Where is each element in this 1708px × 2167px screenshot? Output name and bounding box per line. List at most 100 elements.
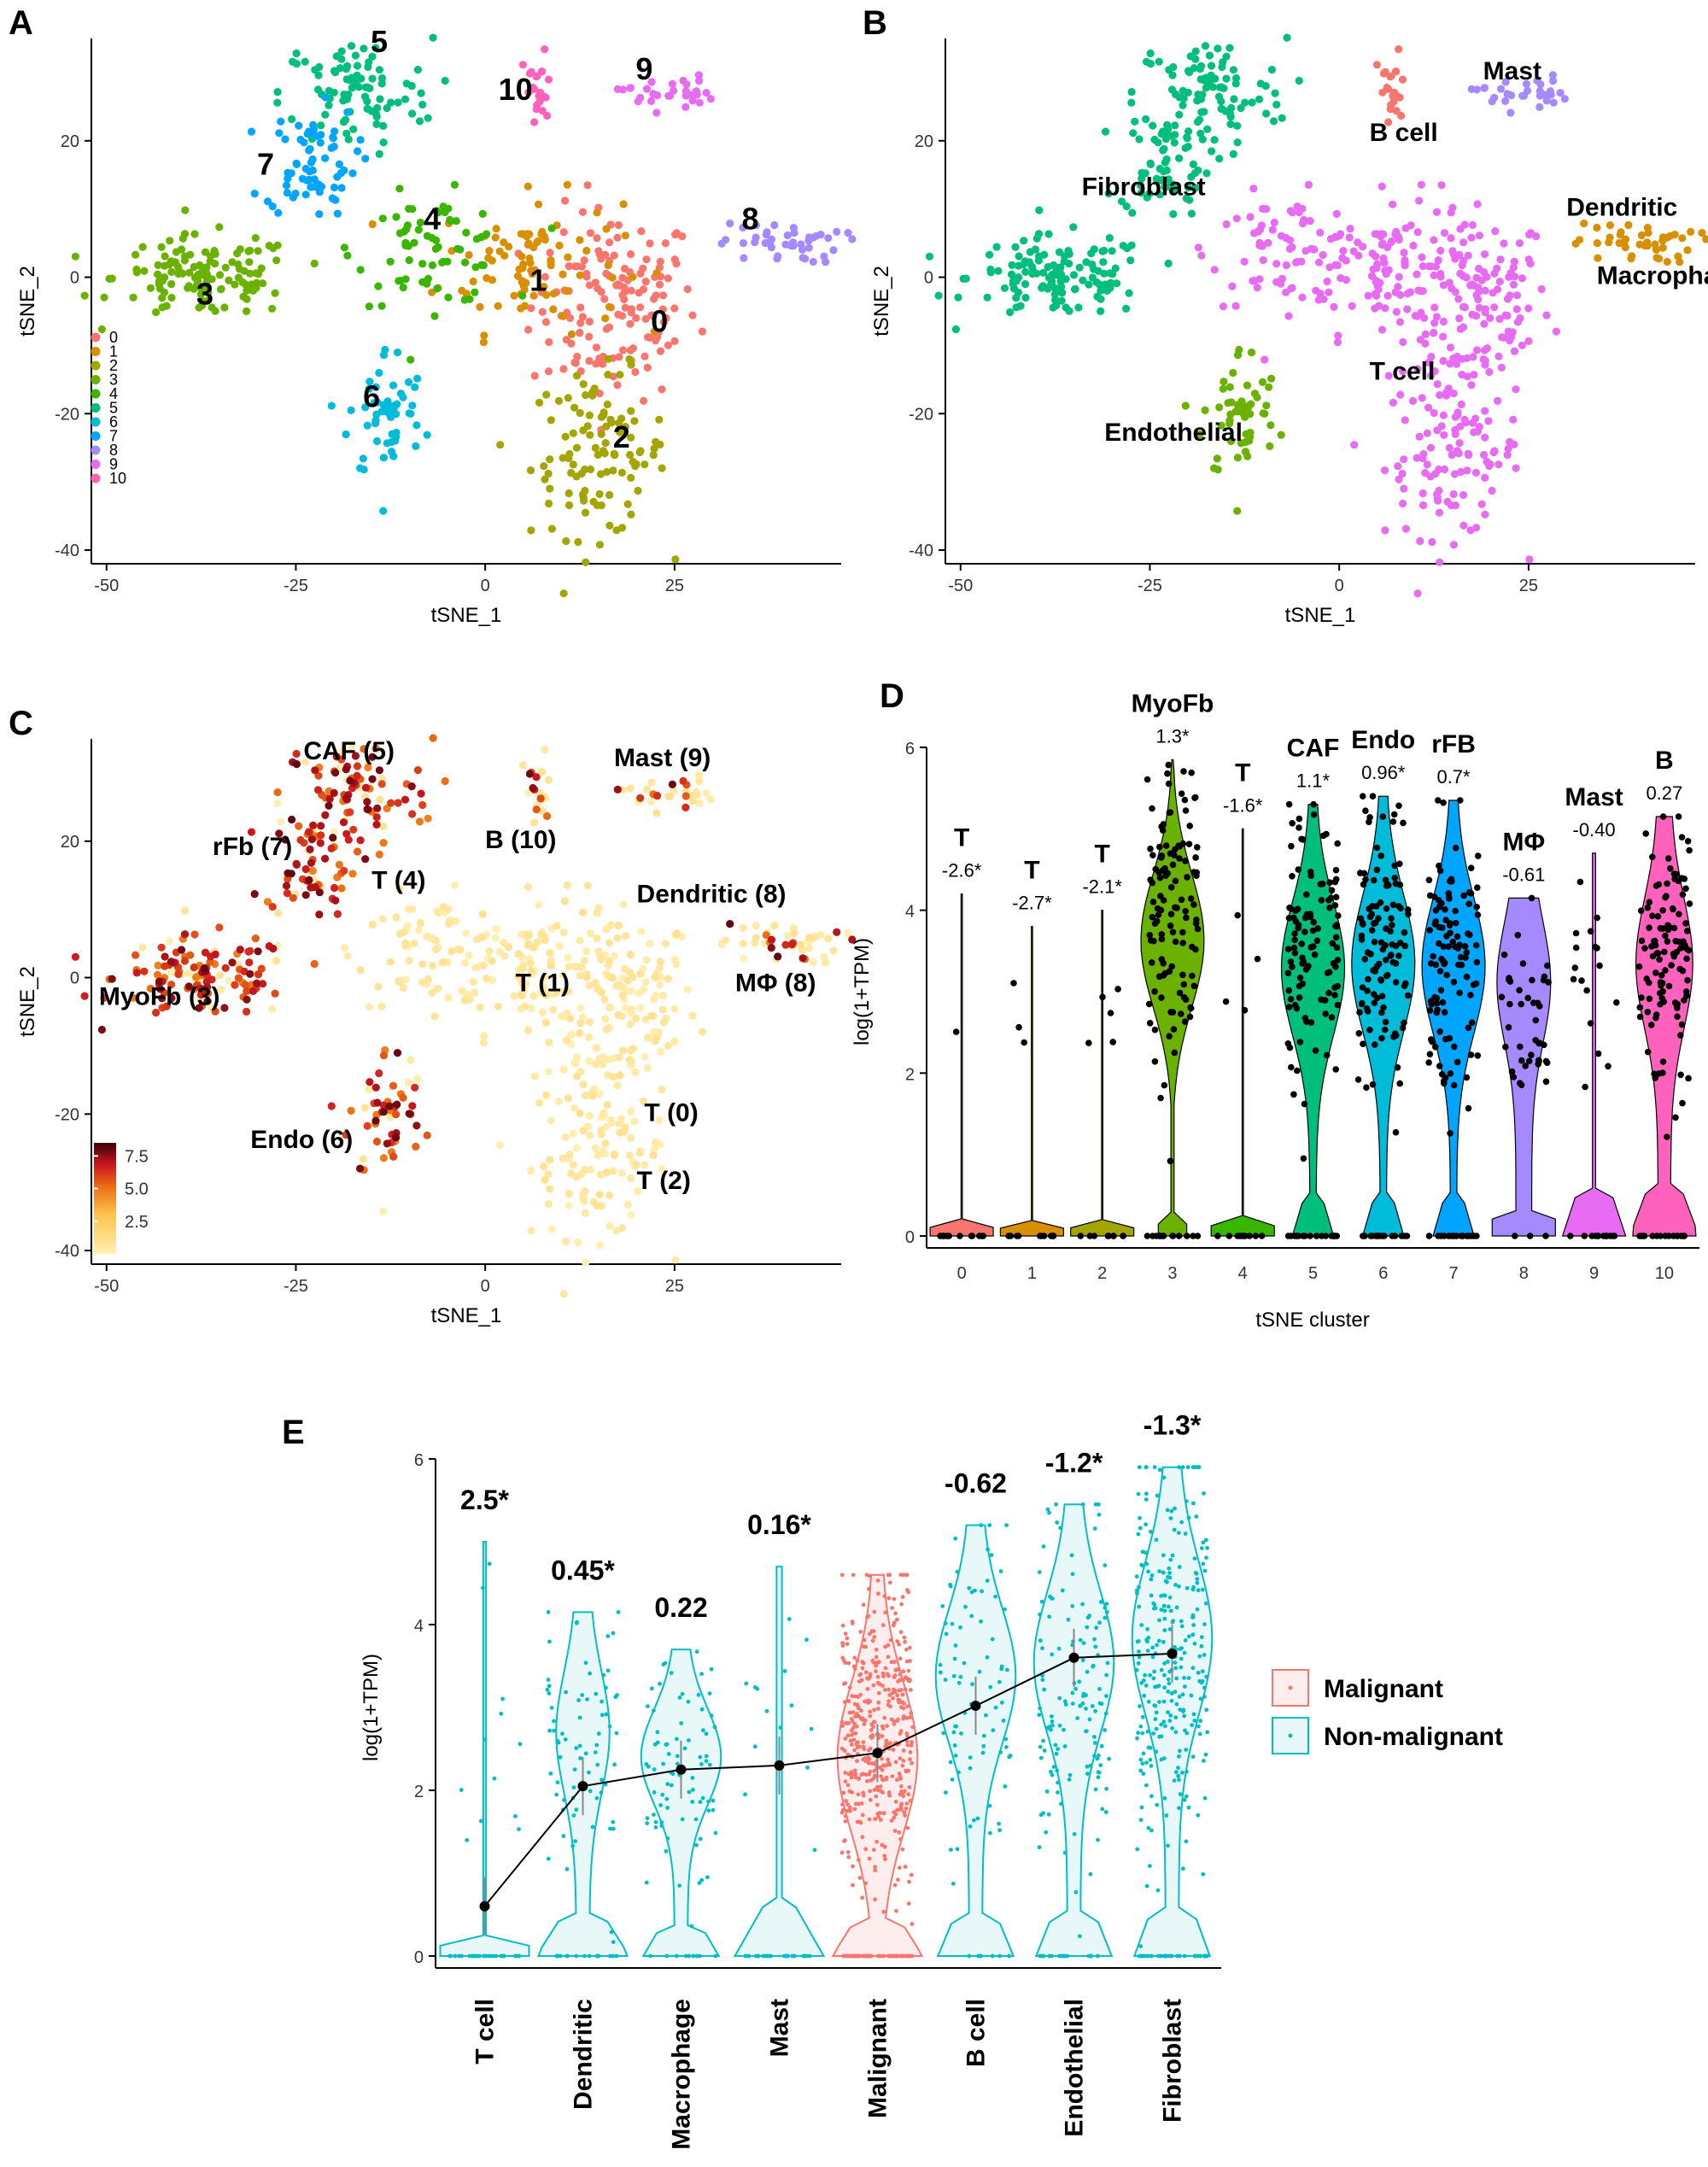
data-point — [211, 1007, 219, 1016]
data-point — [647, 78, 656, 86]
data-point — [1255, 95, 1264, 103]
data-point — [626, 84, 635, 92]
jitter-point — [910, 1740, 914, 1744]
data-point — [554, 396, 564, 405]
data-point — [562, 1237, 570, 1246]
jitter-point — [1381, 1026, 1389, 1034]
jitter-point — [962, 1660, 967, 1666]
jitter-point — [743, 1792, 747, 1797]
jitter-point — [1089, 1953, 1093, 1959]
data-point — [585, 1017, 594, 1027]
data-point — [146, 984, 155, 993]
data-point — [698, 327, 707, 336]
jitter-point — [1600, 1233, 1607, 1239]
data-point — [770, 921, 779, 930]
jitter-point — [878, 1784, 883, 1789]
data-point — [1571, 239, 1580, 248]
jitter-point — [1683, 955, 1690, 963]
data-point — [1426, 443, 1436, 452]
data-point — [456, 946, 465, 954]
data-point — [373, 804, 382, 812]
data-point — [1510, 440, 1518, 449]
jitter-point — [1192, 1719, 1197, 1723]
data-point — [418, 260, 427, 268]
data-point — [132, 265, 141, 274]
jitter-point — [997, 1828, 1002, 1833]
jitter-point — [1072, 1831, 1077, 1836]
jitter-point — [1105, 1610, 1109, 1614]
jitter-point — [1138, 1953, 1144, 1959]
jitter-point — [842, 1748, 847, 1754]
jitter-point — [1161, 1699, 1167, 1704]
jitter-point — [876, 1700, 881, 1705]
jitter-point — [910, 1922, 915, 1926]
data-point — [541, 973, 549, 981]
jitter-point — [1296, 815, 1303, 823]
data-point — [1497, 85, 1506, 93]
data-point — [412, 421, 421, 430]
jitter-point — [876, 1814, 880, 1819]
jitter-point — [1151, 1731, 1155, 1736]
jitter-point — [1008, 1754, 1013, 1758]
data-point — [361, 83, 370, 91]
jitter-point — [1313, 937, 1321, 945]
jitter-point — [1674, 1013, 1681, 1020]
jitter-point — [1138, 1757, 1144, 1762]
jitter-point — [1401, 942, 1408, 950]
data-point — [1384, 266, 1393, 274]
data-point — [1512, 305, 1521, 313]
jitter-point — [664, 1953, 670, 1959]
data-point — [790, 929, 798, 938]
jitter-point — [1203, 1752, 1208, 1757]
jitter-point — [861, 1790, 866, 1795]
data-point — [272, 957, 281, 965]
jitter-point — [981, 1733, 986, 1738]
data-point — [1455, 314, 1464, 323]
data-point — [1486, 313, 1494, 322]
data-point — [662, 313, 670, 323]
jitter-point — [1191, 1465, 1196, 1470]
data-point — [618, 1046, 628, 1055]
data-point — [1457, 400, 1465, 409]
jitter-point — [855, 1745, 860, 1750]
jitter-point — [1058, 1526, 1063, 1531]
jitter-point — [1294, 1067, 1301, 1075]
data-point — [1380, 259, 1389, 267]
data-point — [1241, 98, 1249, 107]
data-point — [572, 1144, 582, 1152]
data-point — [626, 250, 635, 259]
data-point — [1187, 209, 1196, 218]
jitter-point — [1288, 842, 1295, 850]
data-point — [221, 263, 230, 272]
data-point — [461, 958, 470, 967]
data-point — [80, 992, 89, 1000]
data-point — [408, 905, 417, 914]
data-point — [605, 939, 614, 947]
data-point — [1418, 253, 1426, 261]
data-point — [612, 526, 621, 535]
jitter-point — [677, 1696, 682, 1700]
data-point — [798, 254, 807, 262]
jitter-point — [1665, 1233, 1672, 1239]
jitter-point — [683, 1953, 688, 1959]
data-point — [1670, 231, 1679, 239]
data-point — [1267, 66, 1276, 74]
jitter-point — [1332, 934, 1340, 941]
jitter-point — [990, 1637, 995, 1642]
jitter-point — [548, 1772, 553, 1776]
data-point — [595, 541, 605, 549]
data-point — [1509, 280, 1518, 289]
jitter-point — [1180, 981, 1188, 988]
jitter-point — [1148, 1757, 1153, 1762]
data-point — [1146, 60, 1155, 68]
jitter-point — [1136, 1731, 1140, 1736]
data-point — [576, 328, 584, 337]
jitter-point — [1093, 1502, 1098, 1507]
violin-value: -2.1* — [1082, 876, 1122, 898]
data-point — [1524, 255, 1533, 264]
jitter-point — [1638, 994, 1645, 1001]
jitter-point — [883, 1857, 887, 1861]
data-point — [1506, 337, 1514, 345]
data-point — [375, 1069, 383, 1078]
data-point — [342, 430, 350, 439]
